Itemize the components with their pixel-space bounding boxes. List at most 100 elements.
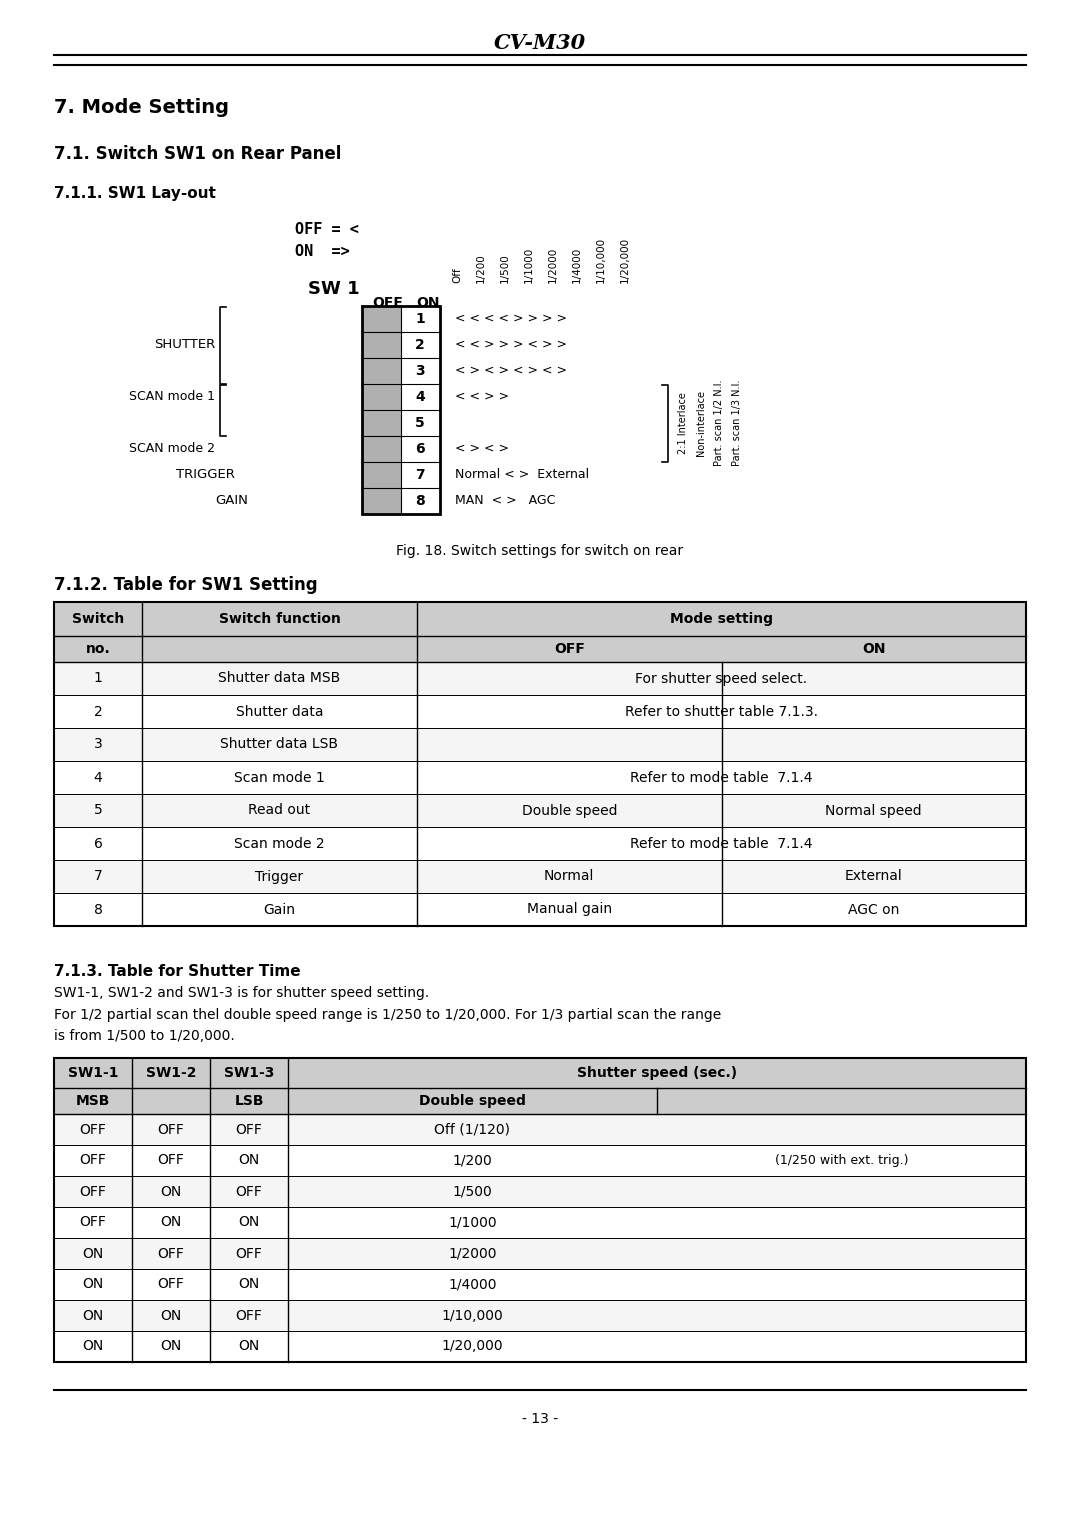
Text: < > < >: < > < > bbox=[455, 443, 509, 455]
Bar bbox=[54, 1144, 1026, 1177]
Text: ON: ON bbox=[239, 1154, 259, 1167]
Bar bbox=[362, 487, 401, 513]
Text: SW1-3: SW1-3 bbox=[224, 1067, 274, 1080]
Text: Shutter data LSB: Shutter data LSB bbox=[220, 738, 338, 752]
Bar bbox=[54, 1057, 1026, 1361]
Text: Scan mode 2: Scan mode 2 bbox=[234, 836, 325, 851]
Text: Off: Off bbox=[453, 267, 462, 283]
Text: ON: ON bbox=[239, 1215, 259, 1230]
Text: ON: ON bbox=[82, 1247, 104, 1261]
Text: 1/1000: 1/1000 bbox=[448, 1215, 497, 1230]
Text: ON: ON bbox=[416, 296, 440, 310]
Text: < < > > > < > >: < < > > > < > > bbox=[455, 339, 567, 351]
Text: ON: ON bbox=[160, 1308, 181, 1323]
Text: 1/20,000: 1/20,000 bbox=[620, 237, 630, 283]
Bar bbox=[362, 384, 401, 410]
Text: 8: 8 bbox=[94, 903, 103, 917]
Text: 1/4000: 1/4000 bbox=[448, 1277, 497, 1291]
Text: Shutter data MSB: Shutter data MSB bbox=[218, 671, 340, 686]
Text: Double speed: Double speed bbox=[522, 804, 617, 817]
Text: ON: ON bbox=[160, 1215, 181, 1230]
Text: Gain: Gain bbox=[264, 903, 296, 917]
Text: 7: 7 bbox=[415, 468, 424, 481]
Text: Switch: Switch bbox=[72, 613, 124, 626]
Text: 6: 6 bbox=[94, 836, 103, 851]
Text: 4: 4 bbox=[94, 770, 103, 784]
Text: 1/2000: 1/2000 bbox=[448, 1247, 497, 1261]
Text: 1/2000: 1/2000 bbox=[548, 246, 558, 283]
Bar bbox=[362, 306, 401, 332]
Text: 7. Mode Setting: 7. Mode Setting bbox=[54, 98, 229, 118]
Text: 1: 1 bbox=[94, 671, 103, 686]
Text: OFF: OFF bbox=[80, 1215, 107, 1230]
Text: 6: 6 bbox=[415, 442, 424, 455]
Text: 3: 3 bbox=[415, 364, 424, 377]
Text: Off (1/120): Off (1/120) bbox=[434, 1123, 511, 1137]
Text: AGC on: AGC on bbox=[848, 903, 900, 917]
Text: Switch function: Switch function bbox=[218, 613, 340, 626]
Bar bbox=[54, 892, 1026, 926]
Text: ON: ON bbox=[82, 1277, 104, 1291]
Text: OFF: OFF bbox=[80, 1184, 107, 1198]
Text: 5: 5 bbox=[415, 416, 424, 429]
Bar bbox=[362, 461, 401, 487]
Text: SCAN mode 2: SCAN mode 2 bbox=[129, 443, 215, 455]
Bar bbox=[54, 1207, 1026, 1238]
Bar bbox=[54, 602, 1026, 662]
Text: ON  =>: ON => bbox=[295, 244, 350, 260]
Text: SW1-1, SW1-2 and SW1-3 is for shutter speed setting.: SW1-1, SW1-2 and SW1-3 is for shutter sp… bbox=[54, 986, 429, 999]
Text: ON: ON bbox=[82, 1308, 104, 1323]
Bar bbox=[362, 410, 401, 435]
Text: Part. scan 1/2 N.I.: Part. scan 1/2 N.I. bbox=[714, 380, 724, 466]
Bar bbox=[362, 358, 401, 384]
Bar bbox=[54, 860, 1026, 892]
Text: OFF: OFF bbox=[158, 1154, 185, 1167]
Text: 1/500: 1/500 bbox=[500, 254, 510, 283]
Text: External: External bbox=[845, 869, 903, 883]
Text: 1/200: 1/200 bbox=[453, 1154, 492, 1167]
Text: OFF: OFF bbox=[158, 1247, 185, 1261]
Text: Normal: Normal bbox=[544, 869, 594, 883]
Text: LSB: LSB bbox=[234, 1094, 264, 1108]
Bar bbox=[54, 1331, 1026, 1361]
Text: OFF: OFF bbox=[235, 1123, 262, 1137]
Text: 8: 8 bbox=[415, 494, 424, 507]
Bar bbox=[54, 662, 1026, 695]
Text: SW1-1: SW1-1 bbox=[68, 1067, 118, 1080]
Text: 7.1.3. Table for Shutter Time: 7.1.3. Table for Shutter Time bbox=[54, 964, 300, 979]
Text: SCAN mode 1: SCAN mode 1 bbox=[129, 391, 215, 403]
Text: 1/4000: 1/4000 bbox=[572, 246, 582, 283]
Text: 1: 1 bbox=[415, 312, 424, 325]
Bar bbox=[54, 727, 1026, 761]
Text: Shutter speed (sec.): Shutter speed (sec.) bbox=[577, 1067, 737, 1080]
Text: ON: ON bbox=[239, 1340, 259, 1354]
Text: Shutter data: Shutter data bbox=[235, 704, 323, 718]
Text: OFF: OFF bbox=[235, 1308, 262, 1323]
Text: < > < > < > < >: < > < > < > < > bbox=[455, 365, 567, 377]
Text: ON: ON bbox=[160, 1340, 181, 1354]
Text: OFF: OFF bbox=[80, 1154, 107, 1167]
Text: MAN  < >   AGC: MAN < > AGC bbox=[455, 495, 555, 507]
Bar bbox=[54, 1114, 1026, 1144]
Bar bbox=[54, 1300, 1026, 1331]
Text: OFF: OFF bbox=[373, 296, 404, 310]
Bar bbox=[54, 761, 1026, 795]
Text: SHUTTER: SHUTTER bbox=[153, 339, 215, 351]
Text: 7.1.2. Table for SW1 Setting: 7.1.2. Table for SW1 Setting bbox=[54, 576, 318, 594]
Bar bbox=[54, 1177, 1026, 1207]
Text: 1/10,000: 1/10,000 bbox=[442, 1308, 503, 1323]
Text: Refer to mode table  7.1.4: Refer to mode table 7.1.4 bbox=[631, 770, 813, 784]
Text: 1/10,000: 1/10,000 bbox=[596, 237, 606, 283]
Text: For 1/2 partial scan thel double speed range is 1/250 to 1/20,000. For 1/3 parti: For 1/2 partial scan thel double speed r… bbox=[54, 1008, 721, 1022]
Bar bbox=[54, 695, 1026, 727]
Text: 1/500: 1/500 bbox=[453, 1184, 492, 1198]
Text: 4: 4 bbox=[415, 390, 424, 403]
Text: Manual gain: Manual gain bbox=[527, 903, 611, 917]
Text: 1/1000: 1/1000 bbox=[524, 246, 534, 283]
Text: 2: 2 bbox=[94, 704, 103, 718]
Text: SW 1: SW 1 bbox=[308, 280, 360, 298]
Bar bbox=[362, 435, 401, 461]
Text: 7.1.1. SW1 Lay-out: 7.1.1. SW1 Lay-out bbox=[54, 186, 216, 202]
Text: Normal < >  External: Normal < > External bbox=[455, 469, 589, 481]
Text: For shutter speed select.: For shutter speed select. bbox=[635, 671, 808, 686]
